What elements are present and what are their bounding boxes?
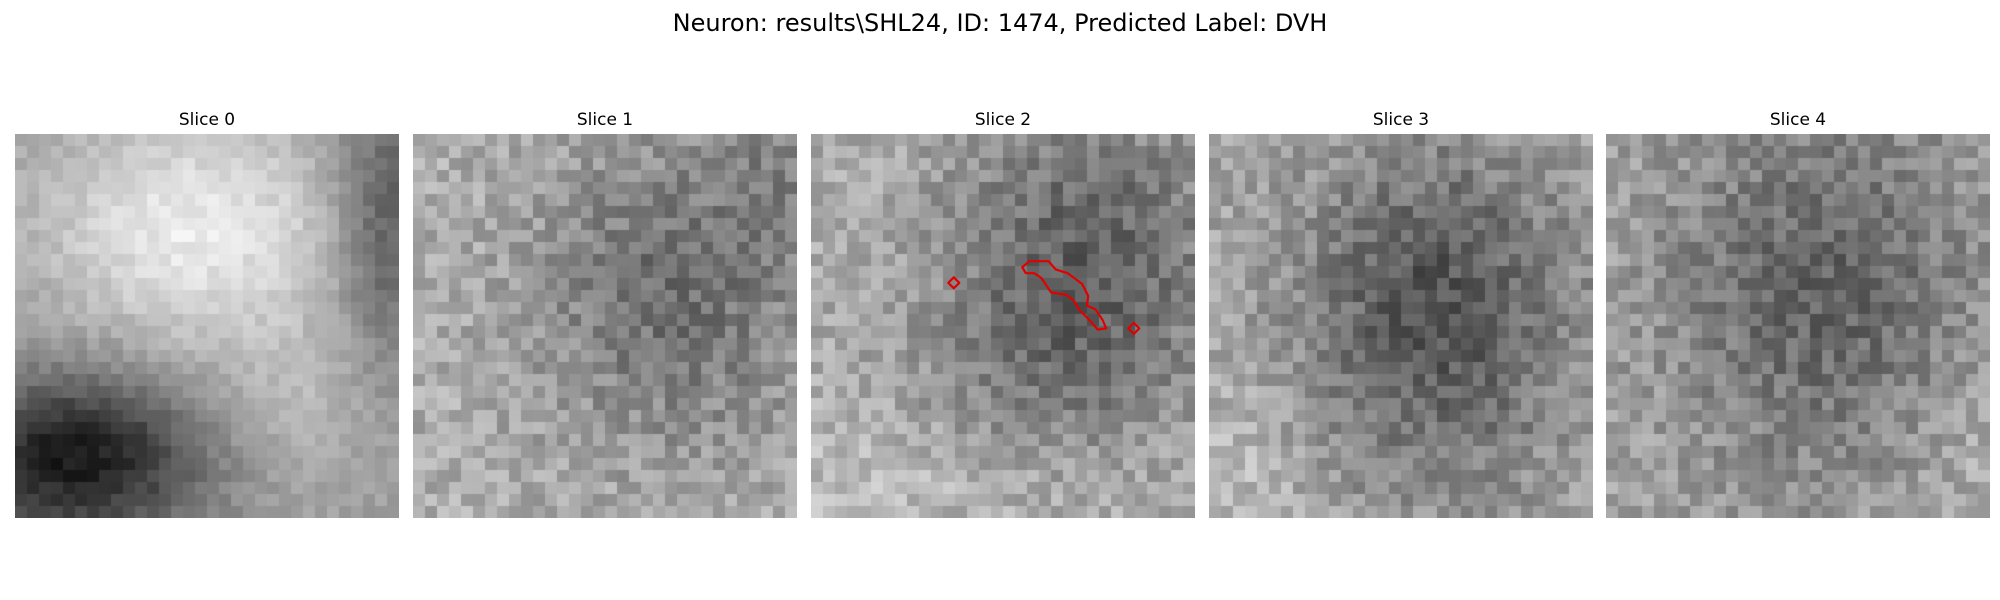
slice-image	[1209, 134, 1593, 518]
slice-panel-3: Slice 3	[1209, 110, 1593, 518]
slice-panel-4: Slice 4	[1606, 110, 1990, 518]
slice-title: Slice 4	[1606, 110, 1990, 130]
figure-title: Neuron: results\SHL24, ID: 1474, Predict…	[0, 8, 2000, 38]
slice-title: Slice 0	[15, 110, 399, 130]
slice-title: Slice 3	[1209, 110, 1593, 130]
slice-panel-2: Slice 2	[811, 110, 1195, 518]
slice-title: Slice 1	[413, 110, 797, 130]
slice-image	[811, 134, 1195, 518]
slice-image	[1606, 134, 1990, 518]
slice-image	[15, 134, 399, 518]
slice-panel-1: Slice 1	[413, 110, 797, 518]
slice-image	[413, 134, 797, 518]
slice-title: Slice 2	[811, 110, 1195, 130]
slice-panel-0: Slice 0	[15, 110, 399, 518]
